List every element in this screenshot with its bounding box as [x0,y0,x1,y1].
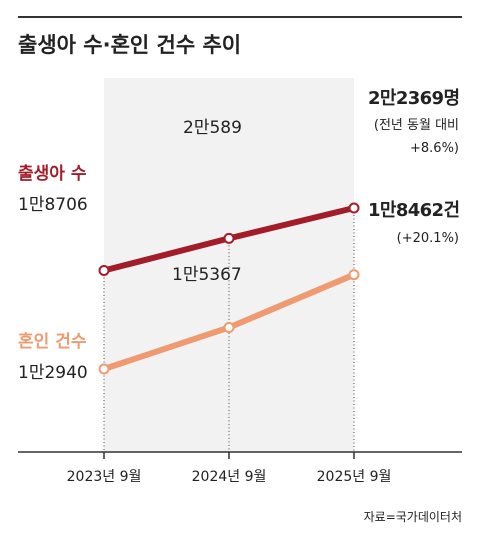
data-label-0-1: 2만589 [183,118,242,138]
chart-title: 출생아 수·혼인 건수 추이 [18,33,241,57]
series-point-0-2 [348,202,360,214]
x-tick-label-1: 2024년 9월 [192,469,267,485]
series-point-0-1 [223,232,235,244]
series-name-0: 출생아 수 [18,164,87,184]
source-text: 자료=국가데이터처 [364,510,462,524]
x-tick-label-2: 2025년 9월 [317,469,392,485]
data-label-1-0: 1만2940 [18,363,88,383]
change-note-0b: +8.6%) [410,141,459,156]
data-label-0-0: 1만8706 [18,195,88,215]
x-tick-label-0: 2023년 9월 [67,469,142,485]
series-name-1: 혼인 건수 [18,331,87,352]
data-label-1-2: 1만8462건 [368,200,460,221]
data-label-1-1: 1만5367 [172,265,242,285]
change-note-0a: (전년 동월 대비 [374,118,459,133]
series-point-1-1 [223,322,235,333]
change-note-1: (+20.1%) [397,231,459,246]
series-point-0-0 [98,265,110,276]
data-label-0-2: 2만2369명 [368,88,460,109]
series-point-1-0 [98,363,110,375]
series-point-1-2 [348,269,360,281]
